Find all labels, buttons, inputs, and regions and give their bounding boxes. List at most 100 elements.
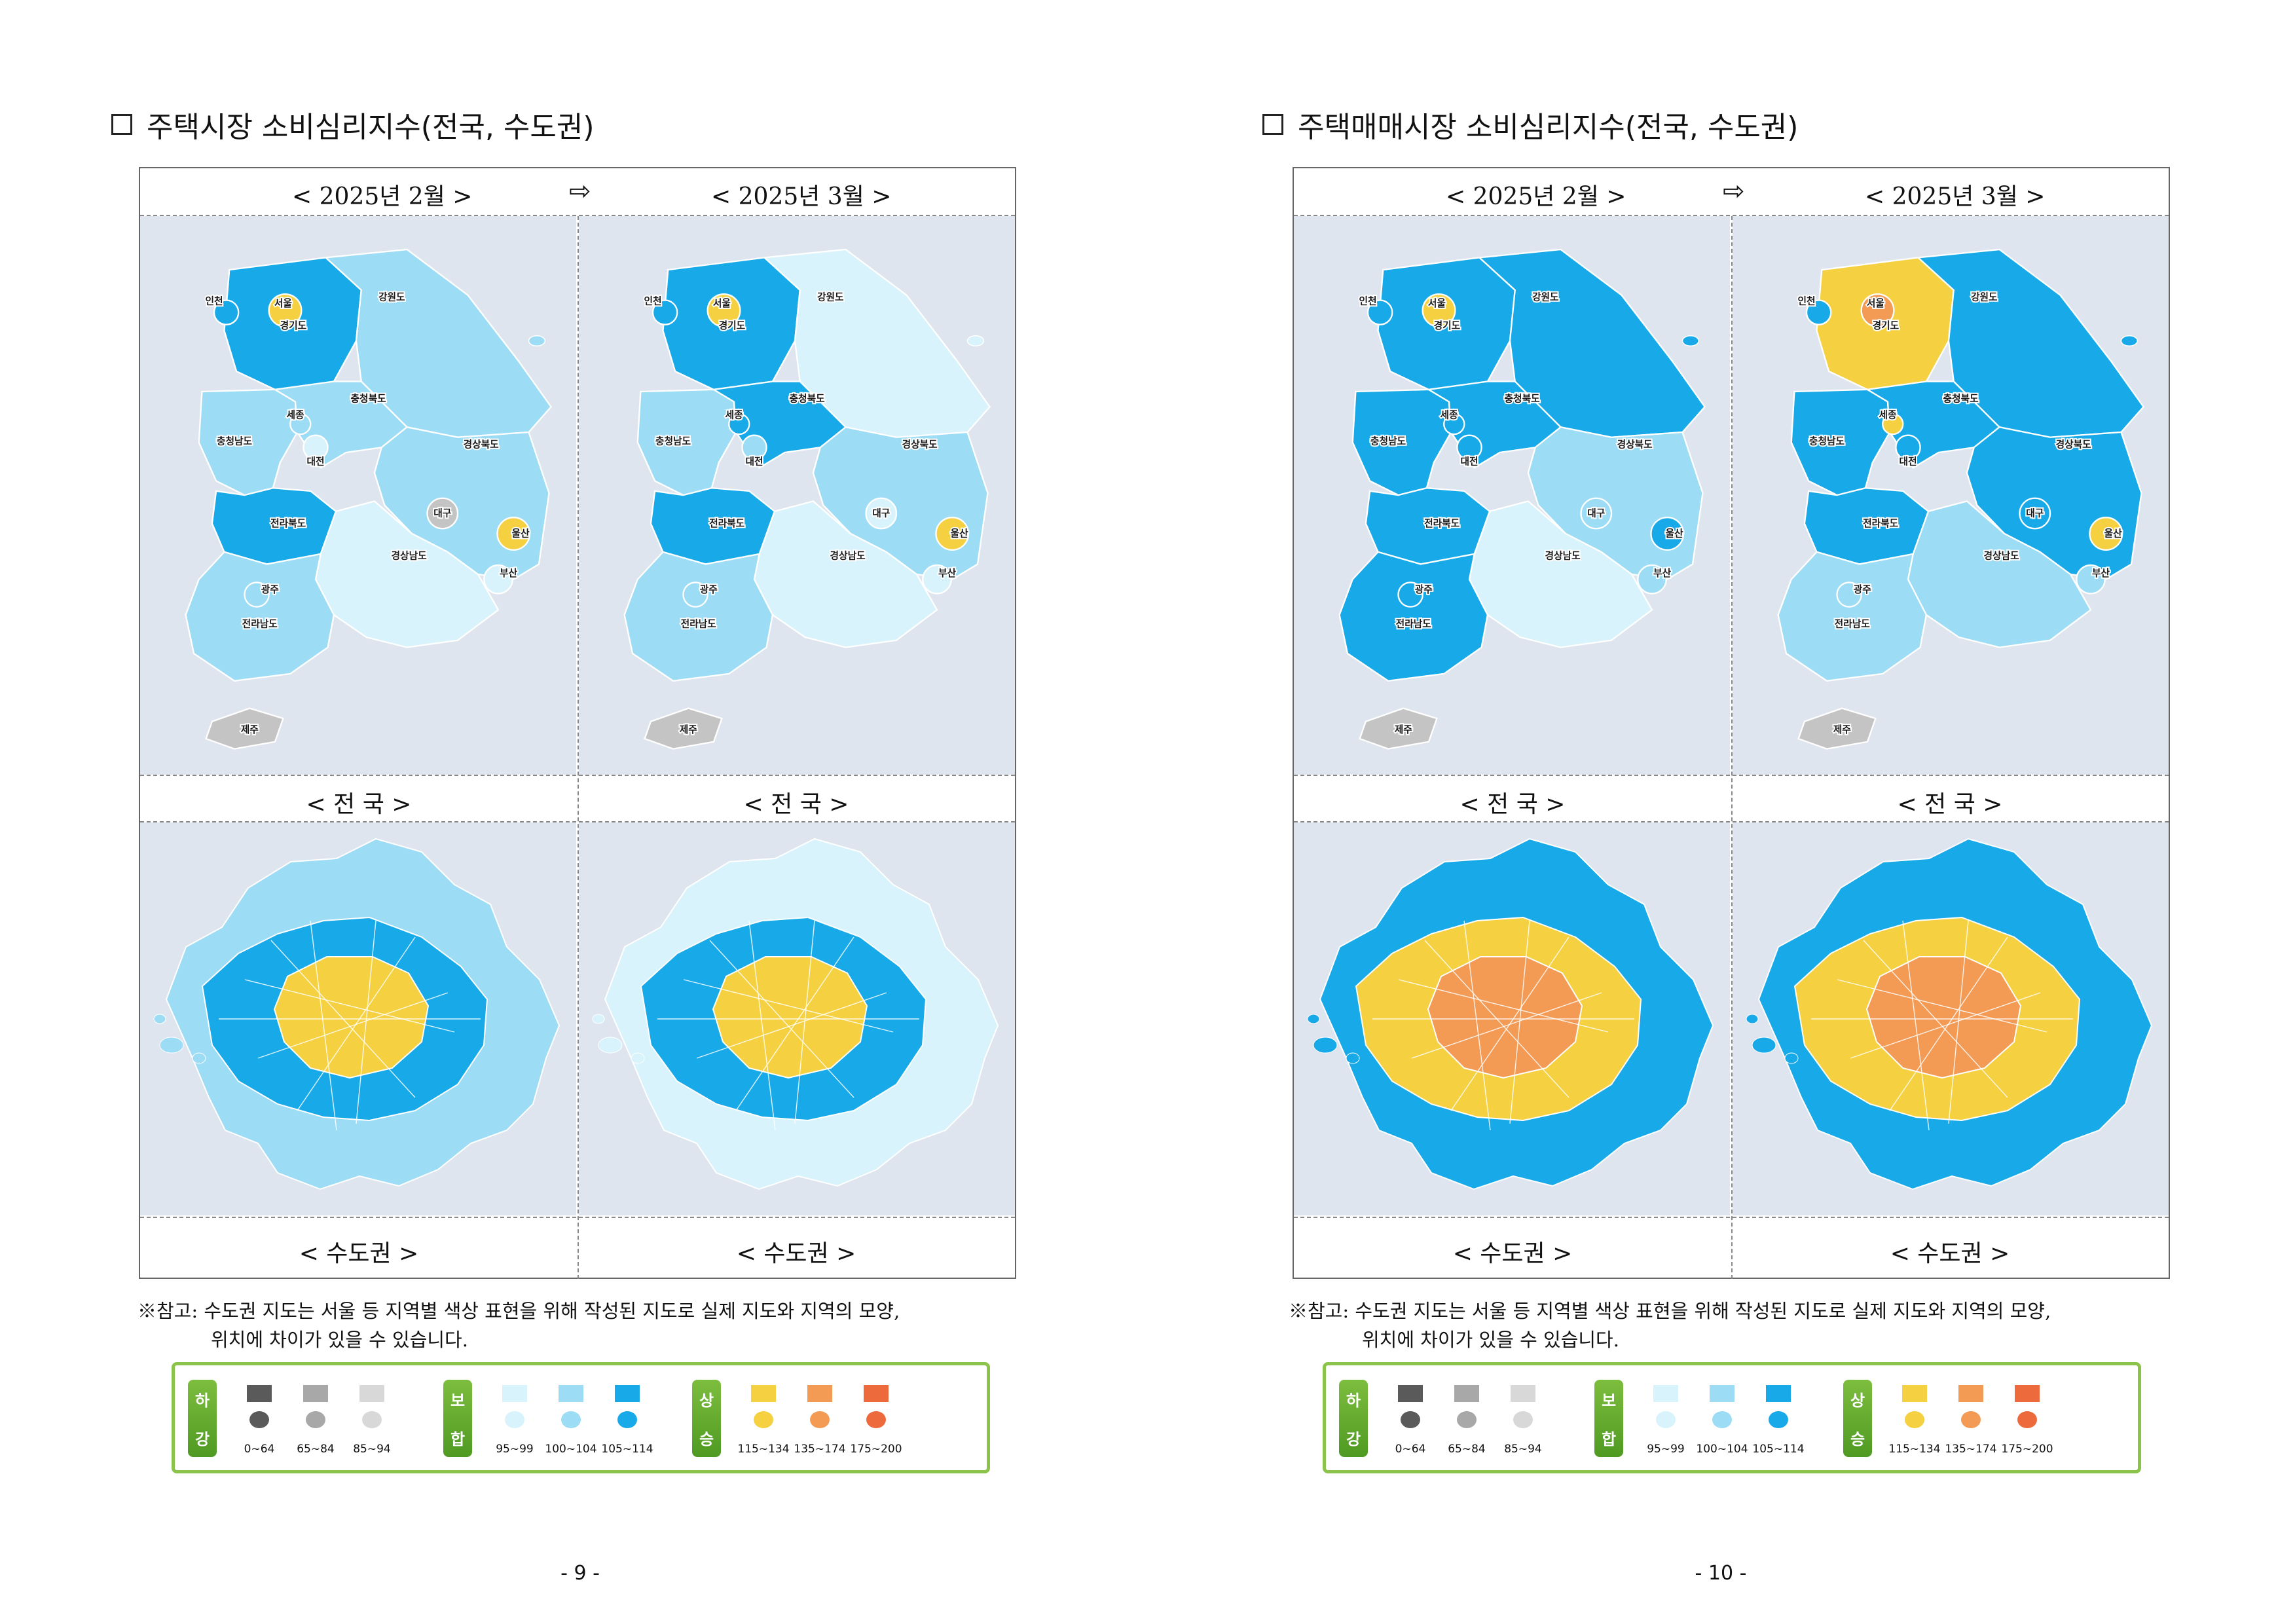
- region-label: 충청남도: [1809, 436, 1845, 447]
- legend-range-label: 65~84: [297, 1443, 335, 1456]
- region-대구: [1580, 497, 1613, 530]
- region-인천: [213, 299, 240, 325]
- region-광주: [682, 581, 708, 608]
- region-label: 대전: [1899, 456, 1917, 468]
- region-label: 강원도: [1532, 291, 1559, 303]
- region-label: 전라남도: [242, 619, 278, 630]
- weather-icon: [505, 1411, 524, 1428]
- region-울산: [2089, 517, 2123, 551]
- region-세종: [728, 413, 750, 435]
- island: [598, 1037, 623, 1054]
- region-부산: [922, 564, 952, 595]
- island-ulleung: [528, 335, 546, 347]
- district-border: [1837, 979, 2047, 1033]
- region-label: 충청남도: [1370, 436, 1406, 447]
- region-label: 대전: [1460, 456, 1478, 468]
- region-서울: [707, 293, 741, 327]
- section-title-text: 주택시장 소비심리지수(전국, 수도권): [147, 111, 595, 144]
- region-label: 울산: [512, 528, 530, 540]
- capital-map-feb: [1294, 822, 1730, 1215]
- legend-swatch: [807, 1385, 832, 1402]
- national-map-feb: 인천 서울 강원도 경기도 충청북도 세종 충청남도 대전 경상북도 대구 전라북도 울산 경상남도 부산…: [140, 216, 576, 775]
- region-label: 대구: [2026, 508, 2044, 519]
- weather-icon: [2017, 1411, 2037, 1428]
- section-title-text: 주택매매시장 소비심리지수(전국, 수도권): [1298, 111, 1799, 144]
- reference-note: ※참고: 수도권 지도는 서울 등 지역별 색상 표현을 위해 작성된 지도로 …: [138, 1297, 1048, 1354]
- legend-swatch: [1766, 1385, 1791, 1402]
- district-border: [1902, 920, 1930, 1131]
- district-border: [1463, 920, 1491, 1131]
- region-label: 강원도: [1971, 291, 1998, 303]
- region-전라남도: [1338, 551, 1489, 682]
- legend-group-char: 강: [194, 1430, 210, 1449]
- color-legend: 하 강 0~64 65~84 85~94 보 합 95~99 100~104 105~114 상 승 1…: [1323, 1362, 2141, 1473]
- region-label: 인천: [1359, 295, 1376, 307]
- weather-icon: [866, 1411, 886, 1428]
- legend-swatch: [2015, 1385, 2040, 1402]
- legend-swatch: [1454, 1385, 1479, 1402]
- district-border: [356, 920, 376, 1124]
- note-line-2: 위치에 차이가 있을 수 있습니다.: [211, 1329, 468, 1351]
- region-label: 부산: [1653, 568, 1672, 579]
- district-border: [297, 936, 416, 1111]
- region-label: 광주: [1415, 583, 1433, 595]
- region-부산: [2076, 564, 2106, 595]
- region-label: 충청북도: [1505, 394, 1541, 405]
- region-label: 대구: [433, 508, 452, 519]
- legend-range-label: 0~64: [244, 1443, 275, 1456]
- legend-range-label: 175~200: [2001, 1443, 2053, 1456]
- legend-range-label: 65~84: [1448, 1443, 1486, 1456]
- region-label: 전라북도: [270, 518, 306, 529]
- region-label: 광주: [700, 583, 718, 595]
- region-세종: [1443, 413, 1465, 435]
- center-region: [712, 956, 868, 1079]
- region-label: 인천: [1797, 295, 1815, 307]
- region-label: 전라남도: [1835, 619, 1871, 630]
- weather-icon: [617, 1411, 637, 1428]
- legend-group-char: 승: [699, 1430, 714, 1449]
- region-울산: [1650, 517, 1685, 551]
- note-line-1: ※참고: 수도권 지도는 서울 등 지역별 색상 표현을 위해 작성된 지도로 …: [138, 1300, 900, 1322]
- region-label: 인천: [644, 295, 661, 307]
- district-border: [683, 979, 894, 1033]
- legend-group-char: 강: [1346, 1430, 1361, 1449]
- region-label: 대전: [745, 456, 763, 468]
- district-border: [1948, 920, 1969, 1124]
- weather-icon: [561, 1411, 581, 1428]
- region-label: 울산: [1666, 528, 1684, 540]
- region-label: 경상북도: [464, 438, 500, 450]
- caption-national-feb: < 전 국 >: [306, 791, 412, 818]
- region-전라남도: [1777, 551, 1928, 682]
- region-label: 경기도: [1873, 320, 1900, 331]
- legend-range-label: 175~200: [850, 1443, 902, 1456]
- region-label: 세종: [1879, 409, 1897, 420]
- region-label: 울산: [951, 528, 969, 540]
- caption-capital-mar: < 수도권 >: [736, 1240, 856, 1267]
- center-region: [1427, 956, 1583, 1079]
- island: [1752, 1037, 1776, 1054]
- district-border: [310, 920, 337, 1131]
- island: [192, 1052, 206, 1064]
- island: [631, 1052, 645, 1064]
- district-border: [1450, 936, 1570, 1111]
- legend-range-label: 95~99: [496, 1443, 534, 1456]
- region-label: 경상남도: [1984, 550, 2020, 562]
- region-광주: [244, 581, 270, 608]
- period-header: < 2025년 2월 > ⇨ < 2025년 3월 >: [140, 168, 1015, 216]
- region-label: 경기도: [1434, 320, 1461, 331]
- region-label: 광주: [1854, 583, 1872, 595]
- weather-icon: [1961, 1411, 1981, 1428]
- region-label: 서울: [1867, 298, 1885, 309]
- national-map-mar: 인천 서울 강원도 경기도 충청북도 세종 충청남도 대전 경상북도 대구 전라북도 울산 경상남도 부산…: [1733, 216, 2169, 775]
- region-label: 대구: [872, 508, 890, 519]
- weather-icon: [249, 1411, 269, 1428]
- region-label: 세종: [286, 409, 304, 420]
- weather-icon: [1656, 1411, 1676, 1428]
- region-label: 강원도: [817, 291, 844, 303]
- region-label: 전라남도: [681, 619, 717, 630]
- island: [592, 1014, 605, 1024]
- weather-icon: [362, 1411, 382, 1428]
- capital-map-mar: [579, 822, 1015, 1215]
